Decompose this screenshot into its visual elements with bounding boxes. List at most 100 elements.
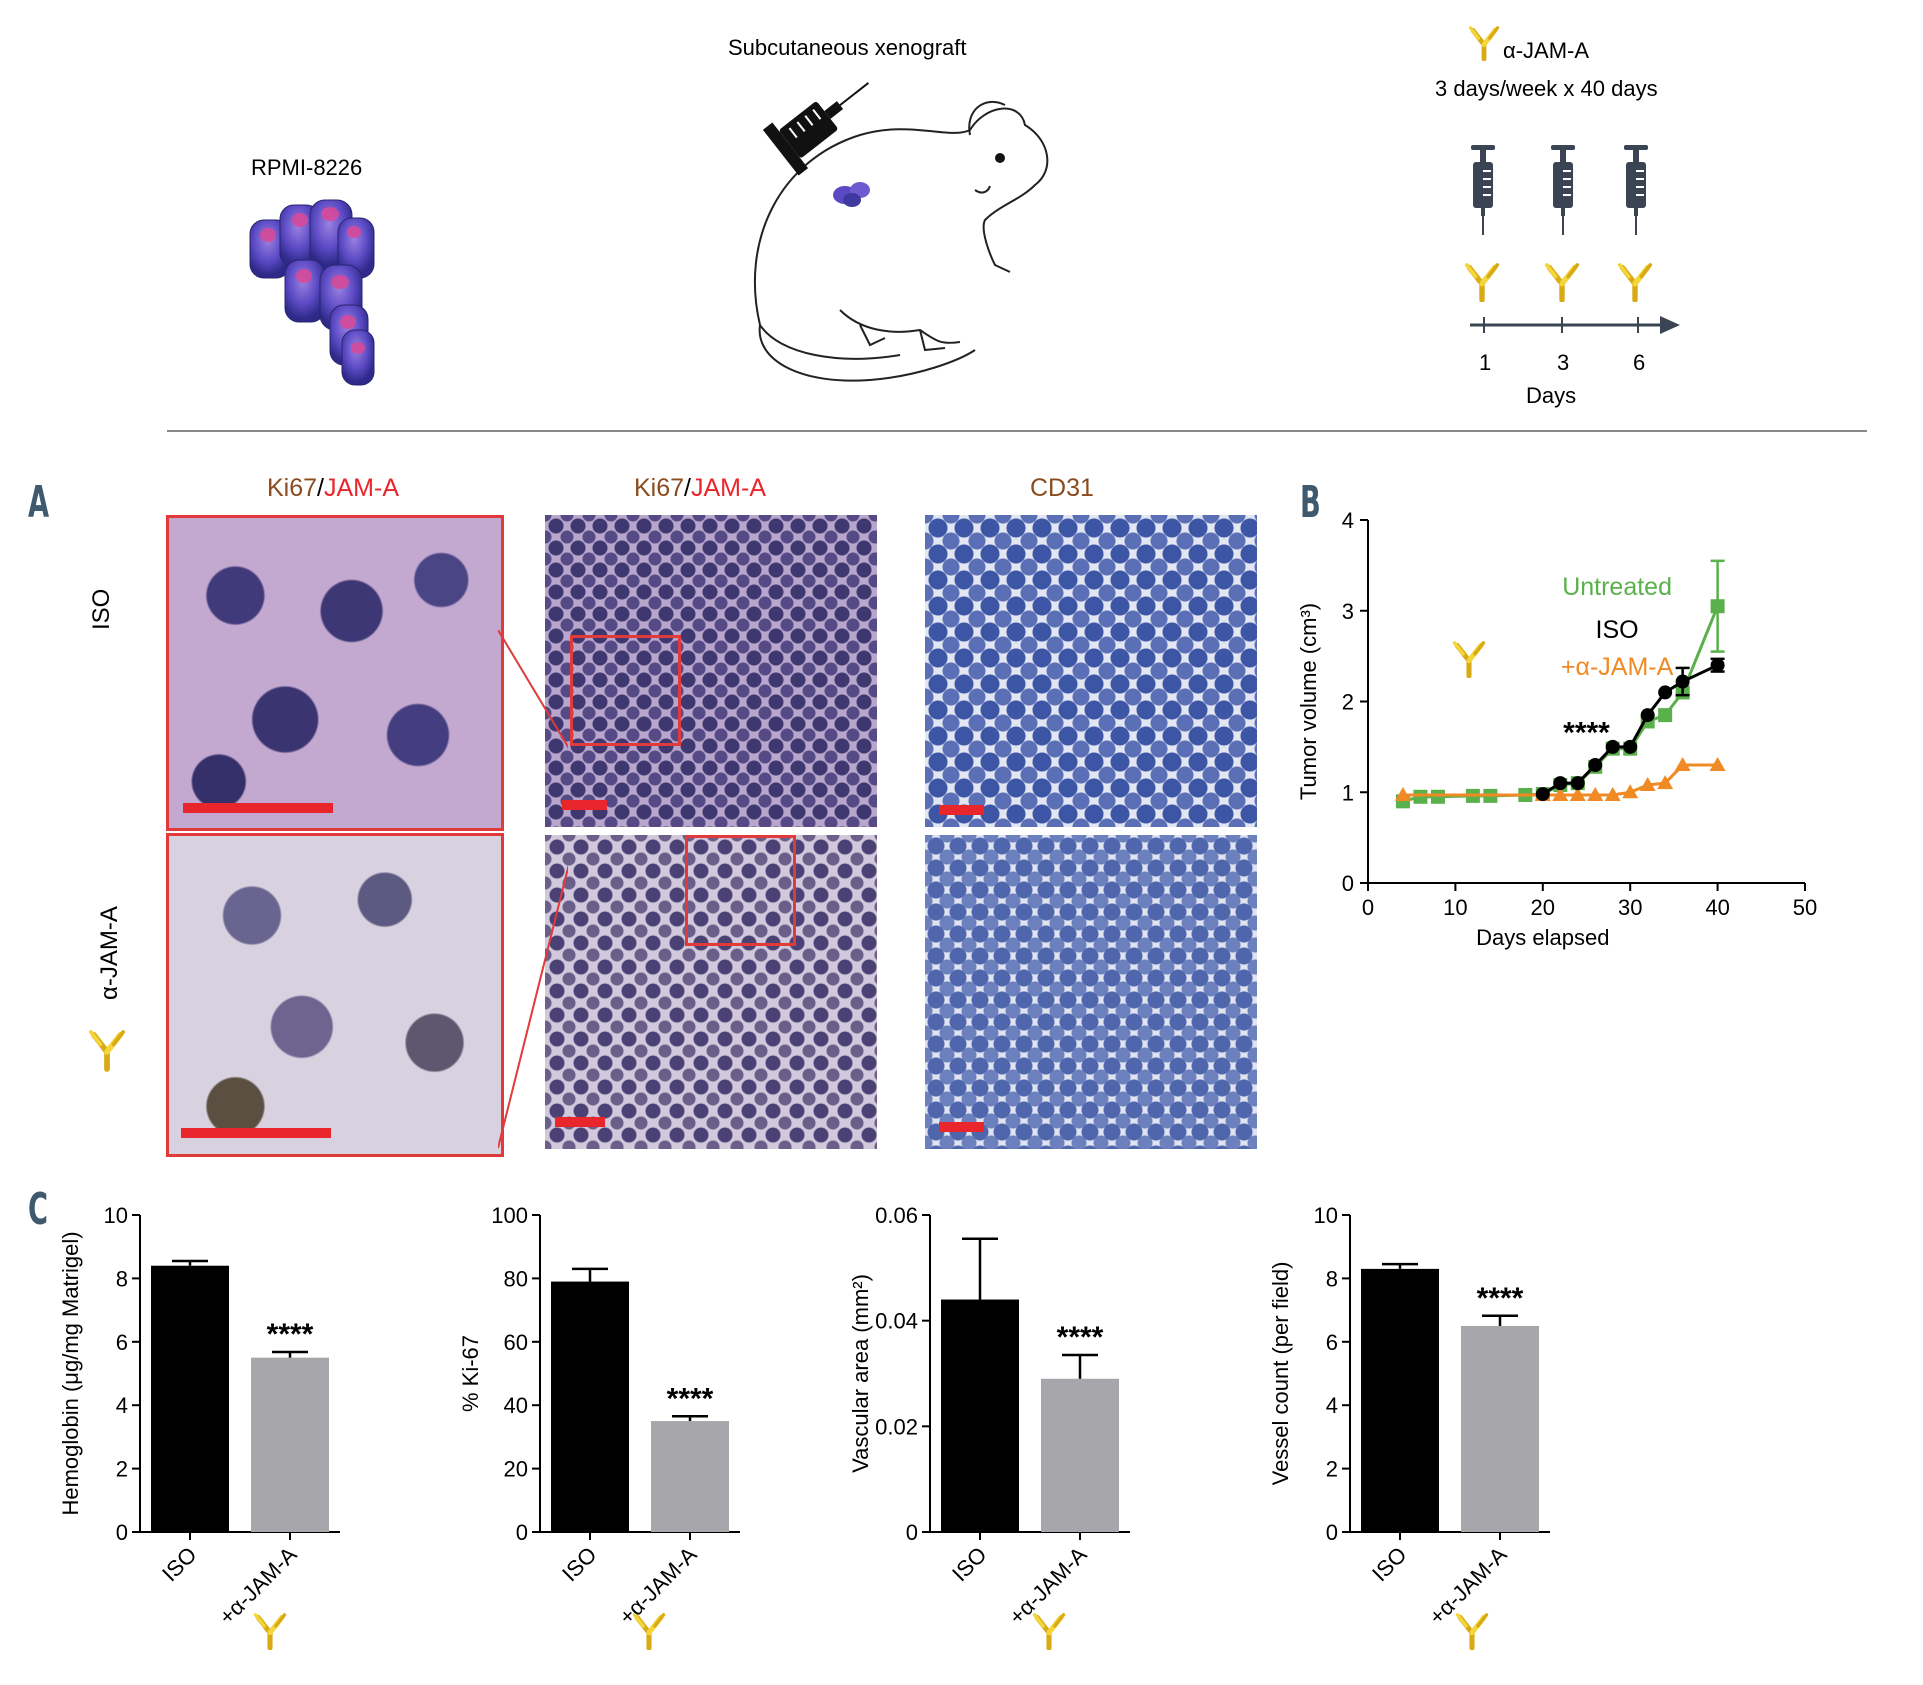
x-tick-label: 40 xyxy=(1705,895,1729,920)
timeline-tick: 3 xyxy=(1557,350,1570,375)
legend-entry: Untreated xyxy=(1562,573,1672,601)
y-axis-label: Hemoglobin (μg/mg Matrigel) xyxy=(60,1231,83,1515)
series-line xyxy=(1402,605,1719,803)
scale-bar xyxy=(562,800,607,810)
y-tick-label: 0 xyxy=(516,1520,528,1545)
x-tick-label: 0 xyxy=(1362,895,1374,920)
micrograph-iso-cd31 xyxy=(925,515,1257,827)
x-tick-label: 20 xyxy=(1531,895,1555,920)
y-tick-label: 8 xyxy=(1326,1266,1338,1291)
antibody-icon xyxy=(1455,1612,1489,1650)
data-point xyxy=(1657,775,1674,790)
x-tick-label: ISO xyxy=(1367,1542,1411,1586)
panel-letter-a: A xyxy=(28,477,50,528)
timeline-tick: 6 xyxy=(1633,350,1646,375)
y-tick-label: 8 xyxy=(116,1266,128,1291)
syringe-icon xyxy=(1468,145,1498,235)
series-line xyxy=(1542,663,1719,796)
antibody-icon xyxy=(1464,262,1500,302)
y-tick-label: 6 xyxy=(116,1330,128,1355)
row-label-iso: ISO xyxy=(88,588,115,630)
zoom-connector-lines xyxy=(498,630,568,1149)
antibody-icon xyxy=(1468,25,1500,61)
row-label-anti-jam-a: α-JAM-A xyxy=(96,906,123,1000)
y-tick-label: 2 xyxy=(116,1457,128,1482)
timeline-tick: 1 xyxy=(1479,350,1492,375)
antibody-label: α-JAM-A xyxy=(1503,38,1590,63)
y-tick-label: 0.02 xyxy=(875,1414,918,1439)
y-tick-label: 2 xyxy=(1326,1457,1338,1482)
y-tick-label: 4 xyxy=(1342,508,1354,533)
micrograph-anti-zoom xyxy=(166,833,504,1157)
significance-stars: **** xyxy=(1477,1282,1524,1315)
scale-bar xyxy=(555,1117,605,1127)
x-tick-label: ISO xyxy=(557,1542,601,1586)
micrograph-iso-ki67 xyxy=(545,515,877,827)
data-point xyxy=(1658,685,1673,700)
data-point xyxy=(1674,757,1691,772)
significance-stars: **** xyxy=(267,1318,314,1351)
data-point xyxy=(1658,708,1673,723)
micrograph-anti-cd31 xyxy=(925,835,1257,1149)
legend-entry: ISO xyxy=(1596,616,1639,644)
y-tick-label: 0 xyxy=(1326,1520,1338,1545)
x-tick-label: 30 xyxy=(1618,895,1642,920)
data-point xyxy=(1413,789,1428,804)
data-point xyxy=(1587,786,1604,801)
antibody-icon xyxy=(1032,1612,1066,1650)
data-point xyxy=(1623,739,1638,754)
micrograph-iso-zoom xyxy=(166,515,504,831)
y-axis-label: % Ki-67 xyxy=(460,1335,483,1412)
y-tick-label: 60 xyxy=(504,1330,528,1355)
bar xyxy=(941,1299,1019,1532)
timeline-axis xyxy=(1470,316,1680,334)
y-tick-label: 80 xyxy=(504,1266,528,1291)
mouse-illustration xyxy=(753,82,1049,382)
antibody-icon xyxy=(1617,262,1653,302)
y-axis-label: Vessel count (per field) xyxy=(1270,1262,1293,1486)
syringe-icon xyxy=(1548,145,1578,235)
scale-bar xyxy=(183,803,333,813)
data-point xyxy=(1588,758,1603,773)
y-tick-label: 4 xyxy=(1326,1393,1338,1418)
syringe-icon xyxy=(1621,145,1651,235)
y-tick-label: 6 xyxy=(1326,1330,1338,1355)
data-point xyxy=(1710,599,1725,614)
bar xyxy=(251,1357,329,1532)
data-point xyxy=(1640,708,1655,723)
x-tick-label: ISO xyxy=(157,1542,201,1586)
xenograft-label: Subcutaneous xenograft xyxy=(728,35,967,60)
data-point xyxy=(1430,789,1445,804)
panel-letter-c: C xyxy=(28,1184,49,1235)
data-point xyxy=(1710,658,1725,673)
col3-title: CD31 xyxy=(1030,474,1094,502)
data-point xyxy=(1639,776,1656,791)
x-tick-label: ISO xyxy=(947,1542,991,1586)
bar xyxy=(151,1265,229,1532)
y-tick-label: 100 xyxy=(491,1203,528,1228)
timeline-label: Days xyxy=(1526,383,1577,408)
y-tick-label: 40 xyxy=(504,1393,528,1418)
cell-line-label: RPMI-8226 xyxy=(251,155,363,180)
y-tick-label: 4 xyxy=(116,1393,128,1418)
y-tick-label: 10 xyxy=(1314,1203,1338,1228)
y-tick-label: 0 xyxy=(906,1520,918,1545)
y-tick-label: 0.06 xyxy=(875,1203,918,1228)
bar xyxy=(551,1281,629,1532)
x-tick-label: 50 xyxy=(1793,895,1817,920)
y-tick-label: 10 xyxy=(104,1203,128,1228)
antibody-icon xyxy=(632,1612,666,1650)
data-point xyxy=(1394,786,1411,801)
data-point xyxy=(1552,786,1569,801)
data-point xyxy=(1709,757,1726,772)
scale-bar xyxy=(939,1122,984,1132)
data-point xyxy=(1570,776,1585,791)
zoom-region-box xyxy=(685,835,796,946)
y-tick-label: 0 xyxy=(1342,871,1354,896)
antibody-icon xyxy=(1452,640,1486,678)
antibody-icon xyxy=(253,1612,287,1650)
